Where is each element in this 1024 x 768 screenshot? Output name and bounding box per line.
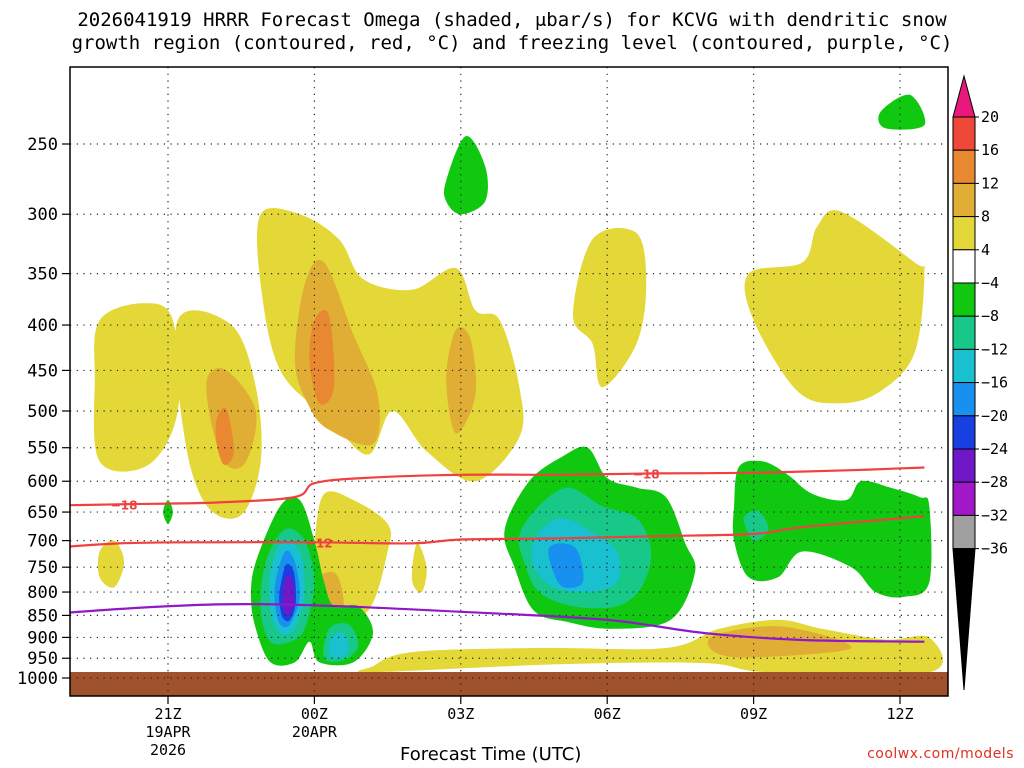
- chart-title-line-1: 2026041919 HRRR Forecast Omega (shaded, …: [77, 9, 947, 31]
- omega-region-7: [97, 540, 125, 588]
- colorbar-segment-12: [952, 514, 976, 550]
- y-tick-label-550: 550: [27, 439, 58, 459]
- omega-region-8: [357, 619, 944, 676]
- omega-region-9: [294, 259, 380, 446]
- colorbar-segment-5: [952, 282, 976, 317]
- y-tick-label-600: 600: [27, 472, 58, 492]
- colorbar-label-4: 4: [981, 241, 990, 259]
- colorbar-label-9: −20: [981, 407, 1008, 425]
- colorbar-bottom-arrow: [952, 548, 976, 691]
- colorbar-label-11: −28: [981, 473, 1008, 491]
- y-tick-label-250: 250: [27, 135, 58, 155]
- x-tick-label-00Z: 00Z: [301, 705, 328, 723]
- y-tick-label-1000: 1000: [17, 669, 58, 689]
- x-tick-label-12Z: 12Z: [886, 705, 913, 723]
- y-tick-label-800: 800: [27, 583, 58, 603]
- y-tick-label-750: 750: [27, 558, 58, 578]
- y-tick-label-950: 950: [27, 649, 58, 669]
- colorbar: 20 16 12 8 4 −4 −8 −12 −16 −20 −24 −28 −32 −36: [952, 74, 1008, 691]
- x-tick-sublabel-00Z: 20APR: [292, 723, 338, 741]
- colorbar-segment-1: [952, 149, 976, 184]
- colorbar-segment-8: [952, 382, 976, 417]
- x-tick-label-03Z: 03Z: [447, 705, 474, 723]
- ground-layer: [70, 672, 948, 696]
- contour-label-2: −12: [306, 536, 333, 550]
- colorbar-label-8: −16: [981, 374, 1008, 392]
- colorbar-label-5: −4: [981, 274, 999, 292]
- ground-fill: [70, 672, 948, 696]
- plot-frame: [69, 66, 949, 697]
- y-tick-label-450: 450: [27, 361, 58, 381]
- omega-region-5: [744, 210, 925, 404]
- contour-label-1: −18: [633, 467, 660, 481]
- contour-line-1: [70, 515, 925, 548]
- omega-region-11: [446, 326, 477, 434]
- colorbar-segment-0: [952, 116, 976, 151]
- omega-region-15: [215, 407, 234, 465]
- contour-label-0: −18: [111, 498, 138, 512]
- colorbar-segment-3: [952, 216, 976, 251]
- contour-line-2: [70, 602, 925, 643]
- colorbar-label-13: −36: [981, 540, 1008, 558]
- x-tick-label-06Z: 06Z: [594, 705, 621, 723]
- x-tick-year-21Z: 2026: [150, 741, 186, 759]
- colorbar-segment-4: [952, 249, 976, 284]
- omega-region-0: [93, 303, 180, 472]
- x-tick-label-09Z: 09Z: [740, 705, 767, 723]
- x-tick-sublabel-21Z: 19APR: [145, 723, 191, 741]
- colorbar-label-7: −12: [981, 340, 1008, 358]
- colorbar-top-arrow: [952, 74, 976, 118]
- omega-region-23: [732, 460, 932, 598]
- contour-layer: −18 −18 −12: [70, 466, 925, 643]
- omega-region-14: [309, 309, 335, 405]
- colorbar-label-0: 20: [981, 108, 999, 126]
- colorbar-segment-11: [952, 481, 976, 516]
- colorbar-segment-2: [952, 182, 976, 218]
- omega-region-4: [573, 227, 647, 388]
- omega-shading-layer: [93, 94, 944, 676]
- colorbar-label-12: −32: [981, 506, 1008, 524]
- colorbar-segment-10: [952, 448, 976, 483]
- colorbar-label-3: 8: [981, 208, 990, 226]
- omega-region-13: [707, 626, 852, 658]
- omega-region-18: [444, 136, 488, 215]
- contour-line-0: [70, 466, 925, 507]
- x-tick-label-21Z: 21Z: [154, 705, 181, 723]
- colorbar-segment-7: [952, 348, 976, 384]
- colorbar-label-2: 12: [981, 174, 999, 192]
- y-tick-label-900: 900: [27, 628, 58, 648]
- y-tick-label-500: 500: [27, 402, 58, 422]
- omega-region-30: [328, 632, 349, 659]
- colorbar-label-6: −8: [981, 307, 999, 325]
- y-tick-label-300: 300: [27, 205, 58, 225]
- colorbar-segment-6: [952, 315, 976, 350]
- y-tick-label-700: 700: [27, 532, 58, 552]
- y-tick-label-350: 350: [27, 265, 58, 285]
- colorbar-label-1: 16: [981, 141, 999, 159]
- y-tick-label-650: 650: [27, 503, 58, 523]
- chart-title-line-2: growth region (contoured, red, °C) and f…: [71, 32, 953, 54]
- colorbar-label-10: −24: [981, 440, 1008, 458]
- colorbar-segment-9: [952, 415, 976, 450]
- x-axis-title: Forecast Time (UTC): [400, 744, 582, 765]
- omega-region-19: [878, 94, 926, 130]
- source-credit: coolwx.com/models: [867, 746, 1014, 762]
- y-tick-label-850: 850: [27, 606, 58, 626]
- omega-region-31: [548, 543, 584, 589]
- omega-region-6: [411, 543, 427, 593]
- y-axis: 2503003504004505005506006507007508008509…: [17, 135, 70, 689]
- omega-region-20: [163, 500, 173, 524]
- y-tick-label-400: 400: [27, 316, 58, 336]
